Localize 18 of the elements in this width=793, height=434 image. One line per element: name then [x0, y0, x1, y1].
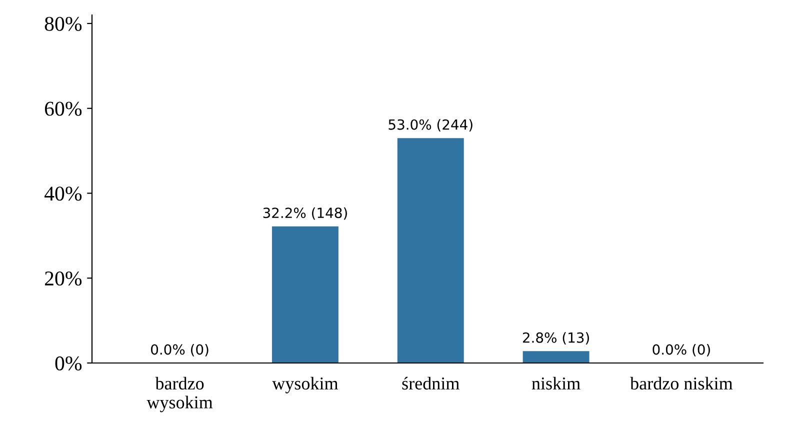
y-tick-label: 80%	[44, 16, 82, 31]
y-tick-label: 60%	[44, 102, 82, 116]
data-label: 53.0% (244)	[388, 119, 472, 132]
bar	[272, 226, 338, 363]
data-label: 32.2% (148)	[263, 207, 347, 220]
y-tick-label: 20%	[45, 271, 82, 286]
data-label: 0.0% (0)	[652, 344, 710, 356]
bar	[522, 351, 590, 363]
data-label: 2.8% (13)	[522, 332, 589, 345]
x-tick-label: bardzo niskim	[630, 376, 733, 390]
x-tick-label: wysokim	[272, 376, 338, 394]
x-tick-label: średnim	[402, 376, 460, 390]
bar	[397, 138, 464, 363]
y-tick-label: 40%	[44, 186, 82, 201]
x-tick-label: niskim	[532, 376, 580, 390]
x-tick-label: bardzo wysokim	[146, 376, 213, 412]
y-tick-label: 0%	[55, 356, 82, 370]
data-label: 0.0% (0)	[151, 344, 208, 356]
